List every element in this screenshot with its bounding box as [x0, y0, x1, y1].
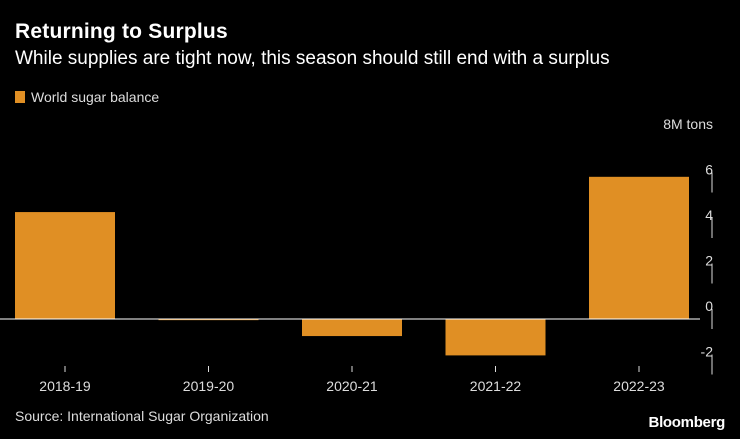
bar [302, 319, 402, 337]
bar [589, 176, 689, 319]
y-tick-label: -2 [701, 344, 714, 360]
bloomberg-logo: Bloomberg [648, 414, 726, 431]
x-tick-label: 2018-19 [39, 378, 91, 394]
bar [158, 319, 259, 321]
x-tick-label: 2021-22 [470, 378, 522, 394]
x-tick-label: 2020-21 [326, 378, 378, 394]
y-tick-label: 8M tons [663, 116, 713, 132]
legend: World sugar balance [15, 89, 159, 105]
y-tick-label: 4 [705, 207, 713, 223]
legend-label: World sugar balance [31, 89, 160, 105]
legend-swatch [15, 91, 25, 103]
y-tick-label: 0 [705, 298, 713, 314]
x-tick-label: 2022-23 [613, 378, 665, 394]
x-tick-label: 2019-20 [183, 378, 235, 394]
source-note: Source: International Sugar Organization [15, 408, 269, 424]
y-tick-label: 6 [705, 162, 713, 178]
bar [445, 319, 546, 356]
chart-subtitle: While supplies are tight now, this seaso… [15, 48, 610, 69]
y-tick-label: 2 [705, 253, 713, 269]
chart-title: Returning to Surplus [15, 20, 228, 43]
bar [15, 212, 115, 319]
